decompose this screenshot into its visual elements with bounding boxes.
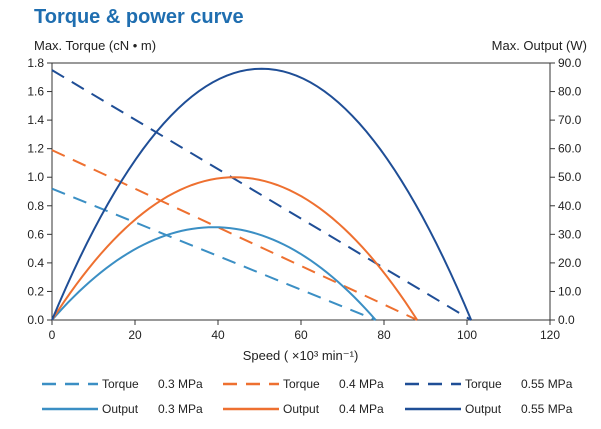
y-left-tick-label: 1.6 bbox=[27, 85, 44, 99]
series-output-0-55-mpa bbox=[51, 67, 473, 321]
y-right-tick-label: 10.0 bbox=[558, 284, 582, 298]
y-right-tick-label: 70.0 bbox=[558, 113, 582, 127]
y-right-tick-label: 50.0 bbox=[558, 170, 582, 184]
legend-label-output-0-55-mpa: Output bbox=[465, 402, 502, 416]
x-tick-label: 80 bbox=[377, 328, 391, 342]
legend-pressure-output-0-3-mpa: 0.3 MPa bbox=[158, 402, 203, 416]
y-right-tick-label: 40.0 bbox=[558, 199, 582, 213]
x-tick-label: 20 bbox=[128, 328, 142, 342]
y-axis-right-label: Max. Output (W) bbox=[491, 38, 587, 53]
series-torque-0-3-mpa bbox=[51, 187, 377, 321]
x-tick-label: 60 bbox=[294, 328, 308, 342]
legend-pressure-torque-0-4-mpa: 0.4 MPa bbox=[339, 377, 384, 391]
y-right-tick-label: 20.0 bbox=[558, 256, 582, 270]
y-right-tick-label: 30.0 bbox=[558, 227, 582, 241]
y-left-tick-label: 1.4 bbox=[27, 113, 44, 127]
series-torque-0-4-mpa bbox=[51, 149, 418, 321]
chart-title: Torque & power curve bbox=[34, 6, 244, 28]
y-right-tick-label: 60.0 bbox=[558, 142, 582, 156]
series-torque-0-55-mpa bbox=[51, 69, 472, 321]
legend-pressure-output-0-4-mpa: 0.4 MPa bbox=[339, 402, 384, 416]
legend-label-torque-0-4-mpa: Torque bbox=[283, 377, 320, 391]
legend: Torque 0.3 MPa Torque 0.4 MPa Torque 0.55 MPa… bbox=[42, 377, 573, 416]
y-left-tick-label: 0.6 bbox=[27, 227, 44, 241]
x-tick-label: 100 bbox=[457, 328, 477, 342]
y-axis-left-label: Max. Torque (cN • m) bbox=[34, 38, 157, 53]
y-left-tick-label: 0.2 bbox=[27, 284, 44, 298]
x-axis-label: Speed ( ×10³ min⁻¹) bbox=[0, 348, 601, 364]
legend-pressure-torque-0-3-mpa: 0.3 MPa bbox=[158, 377, 203, 391]
y-left-tick-label: 0.8 bbox=[27, 199, 44, 213]
legend-label-output-0-3-mpa: Output bbox=[102, 402, 139, 416]
series-layer bbox=[51, 67, 473, 321]
legend-label-output-0-4-mpa: Output bbox=[283, 402, 320, 416]
y-left-tick-label: 1.0 bbox=[27, 170, 44, 184]
y-right-tick-label: 0.0 bbox=[558, 313, 575, 327]
y-left-tick-label: 1.2 bbox=[27, 142, 44, 156]
y-left-tick-label: 0.0 bbox=[27, 313, 44, 327]
y-left-tick-label: 1.8 bbox=[27, 56, 44, 70]
y-right-tick-label: 90.0 bbox=[558, 56, 582, 70]
x-tick-label: 40 bbox=[211, 328, 225, 342]
x-axis-label-unit: ( ×10³ min⁻¹) bbox=[283, 348, 359, 363]
legend-label-torque-0-3-mpa: Torque bbox=[102, 377, 139, 391]
y-right-tick-label: 80.0 bbox=[558, 85, 582, 99]
axes: 0 20 40 60 80 100 1200.00.20.40.60.81.01.21.41… bbox=[27, 56, 581, 342]
legend-label-torque-0-55-mpa: Torque bbox=[465, 377, 502, 391]
y-left-tick-label: 0.4 bbox=[27, 256, 44, 270]
x-tick-label: 0 bbox=[49, 328, 56, 342]
legend-pressure-torque-0-55-mpa: 0.55 MPa bbox=[521, 377, 573, 391]
series-output-0-4-mpa bbox=[51, 176, 419, 321]
x-axis-label-text: Speed bbox=[242, 348, 281, 363]
series-output-0-3-mpa bbox=[51, 226, 377, 321]
legend-pressure-output-0-55-mpa: 0.55 MPa bbox=[521, 402, 573, 416]
x-tick-label: 120 bbox=[540, 328, 560, 342]
